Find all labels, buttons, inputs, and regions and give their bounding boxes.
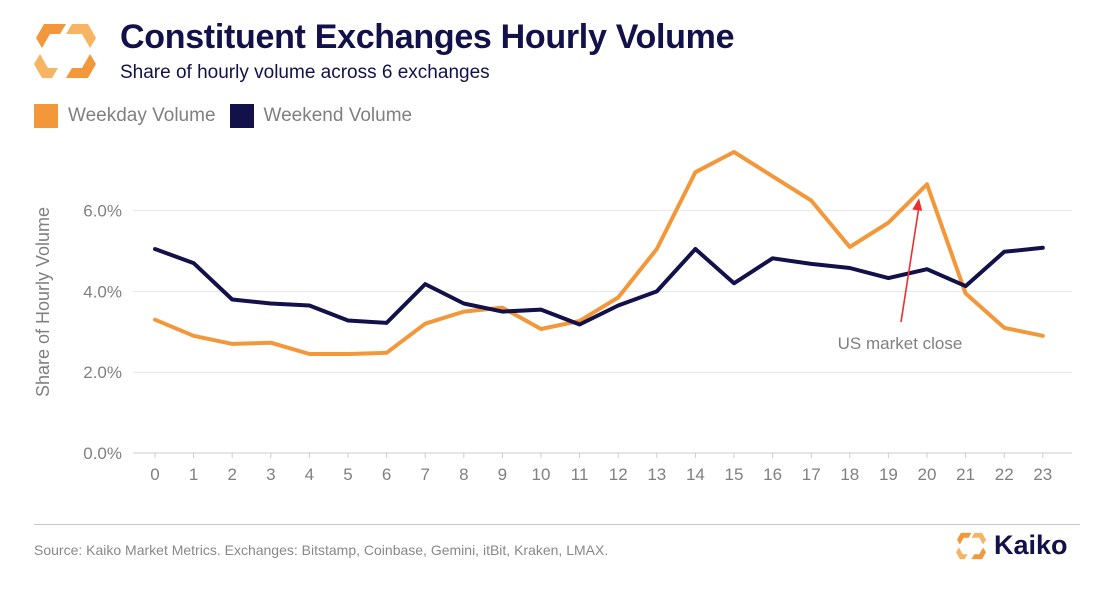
x-tick-label: 4 (305, 465, 314, 484)
x-tick-label: 17 (802, 465, 821, 484)
y-tick-label: 6.0% (83, 202, 122, 221)
x-tick-label: 10 (532, 465, 551, 484)
x-tick-label: 6 (382, 465, 391, 484)
x-tick-label: 20 (918, 465, 937, 484)
kaiko-logo-small-icon (956, 532, 986, 559)
kaiko-logo-icon (34, 24, 96, 78)
legend-item-weekday: Weekday Volume (34, 104, 216, 128)
x-tick-label: 18 (840, 465, 859, 484)
source-note: Source: Kaiko Market Metrics. Exchanges:… (34, 542, 609, 558)
axes: 0.0%2.0%4.0%6.0%0 1 2 3 4 5 6 7 8 9 10 11 12 13 14 15 16… (33, 202, 1072, 484)
chart-title: Constituent Exchanges Hourly Volume (120, 18, 735, 56)
x-tick-label: 7 (420, 465, 429, 484)
legend-label-weekend: Weekend Volume (263, 105, 413, 126)
legend-label-weekday: Weekday Volume (68, 105, 216, 126)
y-tick-label: 0.0% (83, 444, 122, 463)
x-tick-label: 5 (343, 465, 352, 484)
legend-swatch-weekend (229, 104, 254, 128)
x-tick-label: 8 (459, 465, 468, 484)
gridlines (133, 210, 1072, 454)
x-tick-label: 13 (647, 465, 666, 484)
x-tick-label: 19 (879, 465, 898, 484)
x-tick-label: 3 (266, 465, 275, 484)
x-tick-label: 2 (227, 465, 236, 484)
footer-divider (34, 524, 1080, 525)
x-tick-label: 0 (150, 465, 159, 484)
x-tick-label: 15 (725, 465, 744, 484)
x-tick-label: 23 (1033, 465, 1052, 484)
y-tick-label: 2.0% (83, 363, 122, 382)
x-tick-label: 22 (995, 465, 1014, 484)
brand-name: Kaiko (994, 530, 1068, 560)
x-tick-label: 21 (956, 465, 975, 484)
x-tick-label: 14 (686, 465, 705, 484)
annotation-arrow-head (912, 198, 923, 211)
legend-item-weekend: Weekend Volume (229, 104, 413, 128)
y-tick-label: 4.0% (83, 282, 122, 301)
legend-swatch-weekday (34, 104, 58, 128)
chart-subtitle: Share of hourly volume across 6 exchange… (120, 62, 490, 83)
x-tick-label: 9 (498, 465, 507, 484)
legend: Weekday Volume Weekend Volume (34, 104, 426, 128)
x-tick-label: 11 (571, 465, 589, 484)
x-tick-label: 12 (609, 465, 628, 484)
annotation-label: US market close (838, 334, 963, 353)
annotation-arrow-line (900, 206, 920, 323)
y-axis-label: Share of Hourly Volume (33, 207, 53, 397)
x-tick-label: 16 (763, 465, 782, 484)
footer-brand: Kaiko (954, 530, 1068, 561)
series-lines (153, 150, 1045, 356)
x-tick-label: 1 (189, 465, 198, 484)
series-line-weekday (153, 150, 1045, 356)
annotations: US market close (838, 198, 963, 353)
series-line-weekend (153, 245, 1045, 327)
